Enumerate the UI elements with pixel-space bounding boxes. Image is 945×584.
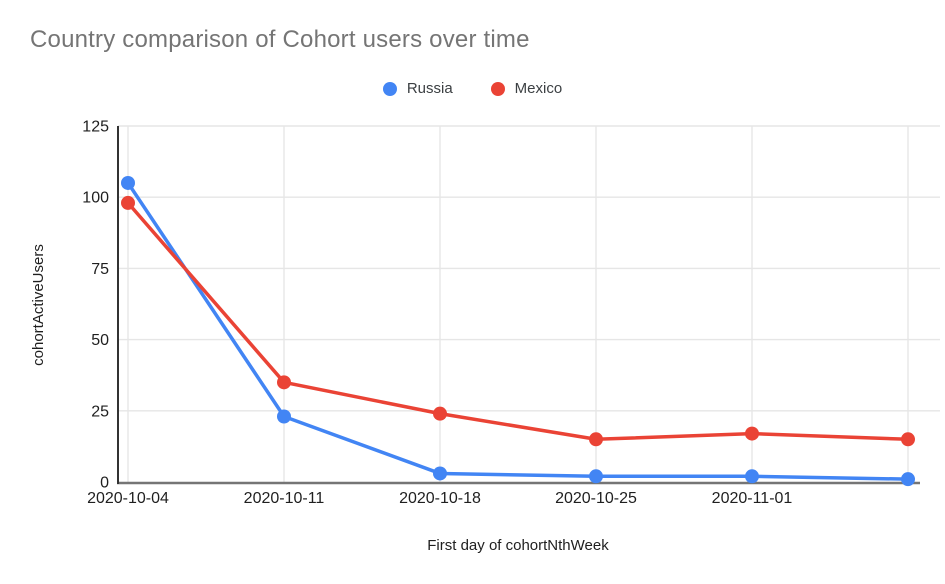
legend-label: Russia: [406, 80, 453, 97]
data-point-russia[interactable]: [433, 466, 447, 481]
data-point-mexico[interactable]: [589, 432, 603, 447]
legend-item-russia[interactable]: Russia: [382, 80, 453, 97]
y-tick-label: 75: [91, 261, 109, 278]
y-tick-label: 25: [91, 403, 109, 420]
y-axis-title: cohortActiveUsers: [30, 244, 47, 366]
data-point-mexico[interactable]: [277, 375, 291, 390]
x-tick-label: 2020-10-11: [244, 490, 325, 507]
series-line-mexico: [126, 201, 910, 442]
data-point-russia[interactable]: [901, 472, 915, 487]
x-tick-label: 2020-11-01: [712, 490, 793, 507]
x-tick-label: 2020-10-18: [399, 490, 481, 507]
data-point-russia[interactable]: [121, 175, 135, 190]
chart-title: Country comparison of Cohort users over …: [30, 26, 530, 53]
x-tick-label: 2020-10-25: [555, 490, 637, 507]
legend-item-mexico[interactable]: Mexico: [490, 80, 563, 97]
data-point-mexico[interactable]: [745, 426, 759, 441]
data-point-mexico[interactable]: [901, 432, 915, 447]
y-tick-label: 50: [91, 332, 109, 349]
data-point-mexico[interactable]: [121, 195, 135, 210]
legend-label: Mexico: [514, 80, 563, 97]
chart-legend: Russia Mexico: [0, 80, 945, 97]
y-tick-label: 125: [82, 119, 109, 136]
x-tick-label: 2020-10-04: [87, 490, 169, 507]
x-axis-title: First day of cohortNthWeek: [427, 537, 609, 554]
series-line-russia: [126, 181, 910, 481]
data-point-russia[interactable]: [745, 469, 759, 484]
legend-swatch-russia: [382, 81, 397, 96]
data-point-mexico[interactable]: [433, 406, 447, 421]
y-tick-label: 100: [82, 190, 109, 207]
legend-swatch-mexico: [490, 81, 505, 96]
data-point-russia[interactable]: [277, 409, 291, 424]
y-tick-label: 0: [100, 475, 109, 492]
data-point-russia[interactable]: [589, 469, 603, 484]
